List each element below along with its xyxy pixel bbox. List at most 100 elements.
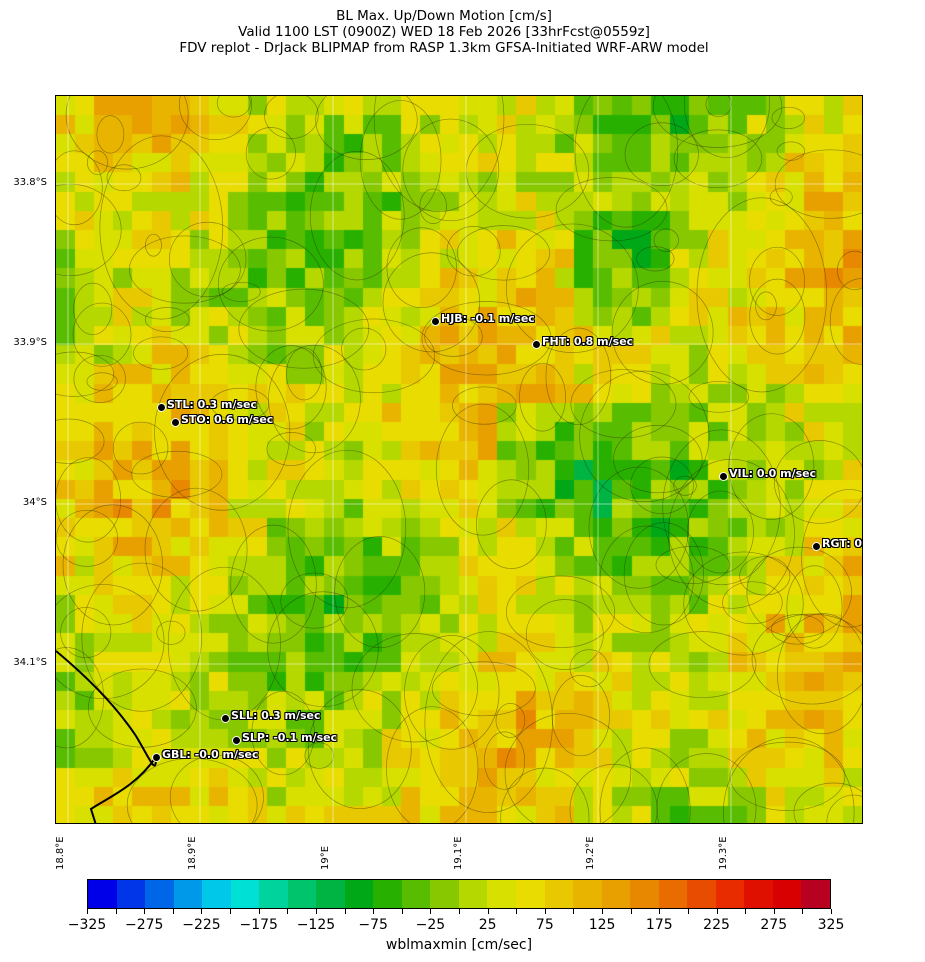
terrain-contour xyxy=(801,489,862,628)
station-label: GBL: -0.0 m/sec xyxy=(162,748,259,761)
lon-label: 19.2°E xyxy=(585,836,596,870)
terrain-contour xyxy=(99,135,224,320)
terrain-contour xyxy=(424,316,483,357)
colorbar-tick-label: 325 xyxy=(817,917,845,933)
terrain-contour xyxy=(56,418,105,464)
colorbar-tick xyxy=(172,909,174,914)
colorbar-bin xyxy=(458,880,488,908)
terrain-contour xyxy=(56,509,118,567)
station-marker xyxy=(532,340,541,349)
terrain-contour xyxy=(551,674,610,757)
terrain-contour xyxy=(81,562,203,712)
colorbar-bin xyxy=(401,880,431,908)
colorbar-bin xyxy=(287,880,317,908)
terrain-contour xyxy=(255,345,327,430)
station-label: SLL: 0.3 m/sec xyxy=(231,709,321,722)
terrain-contour xyxy=(312,318,436,394)
lat-label: 34.1°S xyxy=(13,657,47,668)
terrain-contour xyxy=(483,731,526,790)
colorbar-tick xyxy=(144,909,146,914)
colorbar-title: wblmaxmin [cm/sec] xyxy=(385,937,533,953)
map-plot: STL: 0.3 m/sec STO: 0.6 m/sec HJB: -0.1 … xyxy=(55,95,863,824)
terrain-contour xyxy=(431,661,536,717)
colorbar-bin xyxy=(687,880,716,908)
colorbar-tick-label: 225 xyxy=(703,917,730,933)
terrain-contour xyxy=(769,188,793,206)
terrain-contour xyxy=(210,387,270,421)
lat-label: 33.9°S xyxy=(13,337,47,348)
terrain-contour xyxy=(126,757,258,823)
chart-subtitle-model: FDV replot - DrJack BLIPMAP from RASP 1.… xyxy=(179,40,709,56)
terrain-contour xyxy=(404,635,500,750)
colorbar-tick-label: 175 xyxy=(645,917,673,933)
terrain-contour xyxy=(266,432,316,466)
terrain-contour xyxy=(73,354,126,403)
terrain-contour xyxy=(286,347,323,401)
colorbar-tick-label: −25 xyxy=(415,917,446,933)
colorbar-tick-label: 75 xyxy=(535,917,554,933)
terrain-contour xyxy=(280,572,349,629)
terrain-contour xyxy=(686,490,754,574)
colorbar-bin xyxy=(772,880,802,908)
terrain-contour xyxy=(505,575,616,649)
colorbar-tick-label: −225 xyxy=(182,917,221,933)
colorbar-bin xyxy=(88,880,117,908)
station-label: STL: 0.3 m/sec xyxy=(167,398,257,411)
terrain-contour xyxy=(673,129,763,189)
colorbar-tick xyxy=(430,909,432,914)
terrain-contour xyxy=(452,386,517,425)
colorbar-bin xyxy=(544,880,574,908)
graticule xyxy=(56,96,862,823)
terrain-contour xyxy=(56,457,122,543)
lon-label: 18.8°E xyxy=(55,836,66,870)
terrain-contour xyxy=(755,291,777,321)
terrain-contour xyxy=(613,425,703,494)
terrain-contour xyxy=(519,362,566,432)
terrain-contour xyxy=(238,288,370,369)
terrain-contour xyxy=(56,183,122,277)
terrain-contour xyxy=(599,525,694,634)
lon-label: 18.9°E xyxy=(187,836,198,870)
terrain-contour xyxy=(836,250,862,291)
lat-label: 33.8°S xyxy=(13,177,47,188)
terrain-contour xyxy=(749,278,806,355)
colorbar-bin xyxy=(344,880,374,908)
terrain-contour xyxy=(476,479,547,569)
terrain-contour xyxy=(419,188,447,224)
colorbar-tick-label: −75 xyxy=(358,917,388,933)
colorbar-bin xyxy=(202,880,231,908)
terrain-contour xyxy=(56,351,115,397)
terrain-contour xyxy=(653,228,679,252)
colorbar-tick xyxy=(516,909,518,914)
terrain-contour xyxy=(382,252,481,353)
terrain-contour xyxy=(569,763,658,823)
colorbar-tick-label: 25 xyxy=(478,917,497,933)
terrain-contour xyxy=(495,703,526,738)
terrain-contour xyxy=(751,613,862,705)
terrain-contour xyxy=(574,96,679,228)
terrain-contour xyxy=(504,712,632,823)
terrain-contour xyxy=(217,236,324,332)
terrain-contour xyxy=(131,450,223,498)
terrain-contour xyxy=(545,327,612,426)
terrain-contour xyxy=(749,246,805,316)
terrain-contour xyxy=(623,522,704,626)
terrain-contour xyxy=(351,633,478,743)
terrain-contour xyxy=(169,754,264,823)
terrain-contour xyxy=(739,556,791,596)
terrain-contour xyxy=(264,96,319,139)
colorbar-bin xyxy=(173,880,203,908)
terrain-contour xyxy=(154,353,291,511)
terrain-contour xyxy=(268,344,361,454)
terrain-contour xyxy=(723,736,855,823)
terrain-contour xyxy=(729,741,846,811)
terrain-contour xyxy=(786,565,843,649)
terrain-contour xyxy=(128,235,241,304)
terrain-contour xyxy=(696,197,828,393)
terrain-contour xyxy=(722,581,783,625)
colorbar-tick xyxy=(287,909,289,914)
terrain-contour xyxy=(555,177,668,242)
terrain-contour xyxy=(683,551,804,656)
terrain-contour xyxy=(648,631,757,698)
colorbar-tick xyxy=(716,909,718,914)
